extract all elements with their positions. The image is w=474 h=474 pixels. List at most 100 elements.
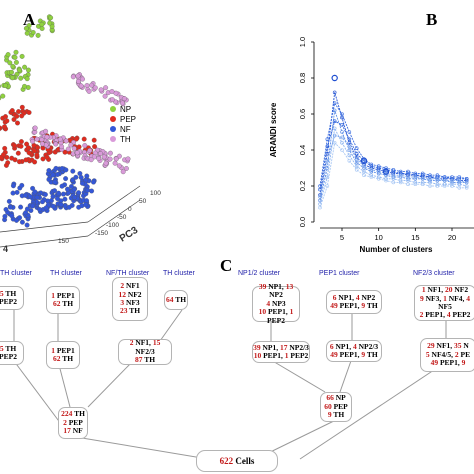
node-line: PEP2	[0, 352, 23, 361]
y-tick-label: 0.8	[298, 73, 307, 83]
pc3-tick-label: 50	[139, 198, 147, 205]
series-point	[354, 164, 359, 168]
series-point	[435, 182, 440, 186]
cell-type: TH	[74, 409, 85, 419]
chart-highlight-points	[331, 74, 390, 175]
series-point	[369, 162, 374, 167]
series-point	[406, 171, 410, 176]
cell-type: PEP1,	[267, 307, 290, 317]
scatter-point	[87, 148, 93, 153]
cluster-label: NF/TH cluster	[106, 270, 150, 277]
node-line: 39 NP1, 13 NP2	[253, 282, 299, 300]
node-line: 64 TH	[165, 295, 187, 304]
scatter-point	[52, 188, 58, 194]
tree-node: 64 TH	[164, 290, 188, 310]
cell-type: PEP	[68, 417, 83, 427]
node-line: 2 NF1, 15 NF2/3	[119, 339, 171, 356]
cell-count: 9	[361, 350, 367, 359]
cell-type: NF1,	[427, 285, 445, 295]
cell-type: NF1,	[135, 338, 153, 348]
connector-line	[159, 309, 183, 342]
scatter-point	[63, 138, 69, 144]
scatter-point	[17, 215, 23, 221]
tree-node: 5 TH PEP2	[0, 286, 24, 310]
series-point	[391, 169, 396, 174]
scatter-point	[32, 159, 38, 165]
series-point	[391, 168, 396, 172]
scatter-point	[15, 120, 20, 126]
tree-node: 224 TH 2 PEP 17 NF	[58, 407, 88, 439]
series-point	[354, 157, 359, 161]
scatter-point	[63, 167, 69, 173]
cell-count: 5	[425, 349, 432, 359]
cell-type: TH	[5, 343, 17, 353]
series-point	[340, 123, 344, 127]
series-point	[457, 186, 462, 190]
y-axis-label: ARANDI score	[269, 102, 278, 157]
node-line: 62 TH	[47, 299, 79, 308]
tree-node: 5 TH PEP2	[0, 341, 24, 365]
tree-node: 1 PEP1 62 TH	[46, 286, 80, 314]
scatter-point	[23, 157, 29, 163]
node-line: 2 NF1	[113, 281, 147, 290]
scatter-point	[35, 32, 41, 38]
scatter-point	[81, 136, 87, 142]
cell-count: 6	[332, 292, 339, 302]
series-point	[332, 126, 337, 131]
node-line: 224 TH	[59, 410, 87, 418]
series-point	[442, 178, 447, 183]
scatter-point	[10, 183, 16, 189]
cell-type: NF4/5,	[431, 349, 455, 359]
scatter-point	[49, 23, 55, 29]
series-line	[319, 102, 467, 187]
scatter-point	[78, 83, 84, 89]
cell-type: TH	[144, 355, 156, 365]
pc3-tick-label: -150	[95, 230, 108, 237]
y-tick-label: 0.4	[298, 145, 307, 155]
series-point	[318, 195, 322, 199]
scatter-point	[15, 150, 21, 156]
scatter-point	[47, 20, 53, 26]
cell-type: PE	[460, 349, 471, 359]
node-line: 9 NF3, 1 NF4, 4 NF5	[415, 294, 474, 312]
scatter-point	[46, 168, 52, 173]
scatter-point	[92, 144, 98, 150]
tree-node: 6 NP1, 4 NP2 49 PEP1, 9 TH	[326, 290, 382, 314]
scatter-point	[107, 150, 113, 156]
chart-series-lines	[318, 90, 469, 210]
scatter-point	[88, 157, 94, 163]
scatter-point	[7, 60, 13, 66]
series-point	[362, 169, 366, 174]
series-point	[362, 164, 366, 168]
node-line: 17 NF	[59, 427, 87, 435]
node-line: 49 PEP1, 9 TH	[327, 350, 381, 359]
series-point	[376, 171, 381, 176]
series-line	[319, 120, 467, 190]
scatter-point	[53, 165, 59, 171]
series-point	[457, 182, 462, 186]
cell-count: 15	[152, 338, 161, 348]
panel-label-a: A	[23, 10, 36, 29]
scatter-point	[26, 110, 32, 115]
series-point	[457, 175, 462, 179]
cell-type: NF3	[125, 298, 140, 307]
highlight-point	[382, 168, 390, 175]
scatter-point	[19, 113, 25, 119]
bottom-tick-label: 150	[58, 238, 69, 245]
series-point	[340, 130, 344, 134]
cell-count: 1	[421, 285, 428, 295]
series-point	[332, 141, 337, 145]
scatter-point	[65, 146, 71, 152]
cell-type: NP1,	[335, 341, 353, 351]
y-tick-label: 0.6	[298, 109, 307, 119]
scatter-point	[46, 177, 52, 182]
cell-count: 3	[120, 298, 126, 307]
scatter-point	[79, 180, 85, 186]
scatter-point	[107, 156, 113, 162]
legend-item-pep: PEP	[110, 114, 136, 124]
series-point	[325, 184, 330, 188]
cell-count: 2	[419, 310, 426, 320]
cell-type: PEP1,	[339, 301, 362, 310]
cell-type: PEP1,	[263, 351, 285, 360]
scatter-point	[14, 113, 20, 119]
